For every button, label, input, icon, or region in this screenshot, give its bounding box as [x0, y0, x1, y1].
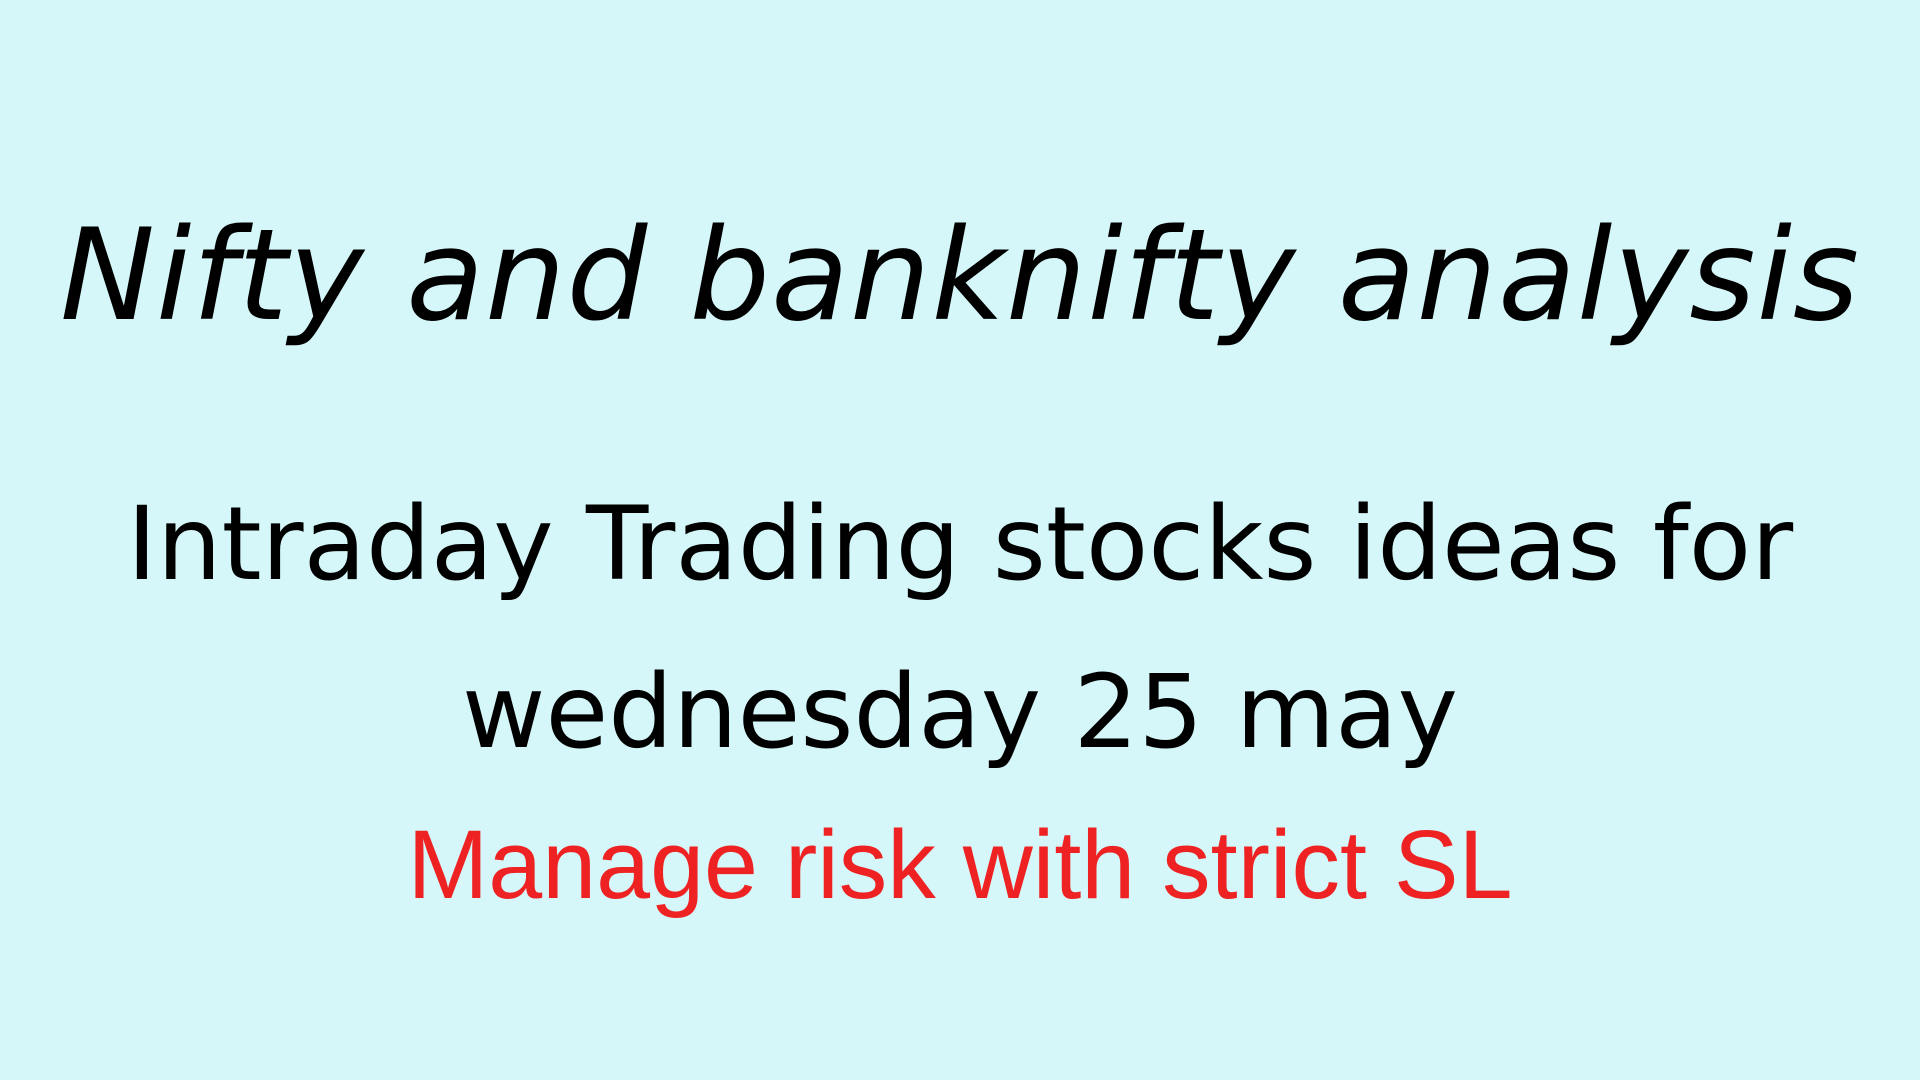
risk-note: Manage risk with strict SL: [0, 805, 1920, 925]
subtitle-line-1: Intraday Trading stocks ideas for: [0, 480, 1920, 610]
subtitle-line-2: wednesday 25 may: [0, 648, 1920, 778]
headline-title: Nifty and banknifty analysis: [0, 195, 1920, 355]
